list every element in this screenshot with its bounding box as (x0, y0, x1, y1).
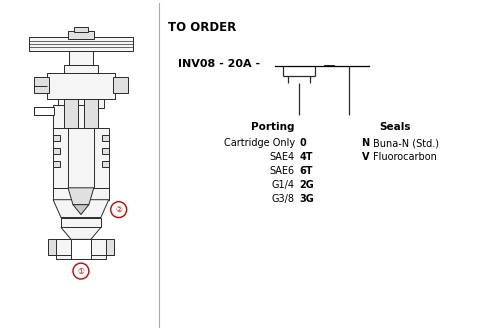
Text: G1/4: G1/4 (272, 180, 294, 190)
Bar (53, 128, 109, 188)
Bar (102, 148, 109, 154)
Text: 4T: 4T (300, 152, 313, 162)
Text: V: V (362, 152, 369, 162)
Text: Buna-N (Std.): Buna-N (Std.) (373, 138, 439, 148)
Bar (64, 99, 78, 128)
Bar (69, 51, 93, 65)
Bar (34, 77, 49, 93)
Text: INV08 - 20A -: INV08 - 20A - (178, 59, 261, 69)
Bar (53, 161, 60, 167)
Text: 6T: 6T (300, 166, 313, 176)
Text: ②: ② (115, 205, 122, 214)
Text: G3/8: G3/8 (272, 194, 294, 204)
Bar (53, 105, 89, 128)
Bar (58, 99, 104, 109)
Bar (53, 148, 60, 154)
Text: SAE4: SAE4 (270, 152, 294, 162)
Bar (64, 65, 98, 73)
Polygon shape (71, 239, 91, 259)
Text: SAE6: SAE6 (270, 166, 294, 176)
Bar (68, 31, 94, 39)
Bar (97, 239, 114, 255)
Bar (84, 99, 98, 128)
Bar (56, 239, 106, 259)
Text: 0: 0 (300, 138, 306, 148)
Bar (29, 37, 132, 51)
Text: TO ORDER: TO ORDER (168, 21, 237, 34)
Polygon shape (53, 188, 109, 200)
Text: 2G: 2G (300, 180, 315, 190)
Bar (102, 135, 109, 141)
Bar (34, 108, 54, 115)
Polygon shape (73, 205, 89, 214)
Bar (47, 73, 115, 99)
Bar (102, 161, 109, 167)
Text: Porting: Porting (251, 122, 294, 132)
Polygon shape (61, 227, 101, 239)
Bar (48, 239, 65, 255)
Text: Cartridge Only: Cartridge Only (224, 138, 294, 148)
Bar (113, 77, 128, 93)
Text: Seals: Seals (379, 122, 411, 132)
Polygon shape (68, 188, 94, 205)
Text: 3G: 3G (300, 194, 315, 204)
Polygon shape (61, 217, 101, 227)
Text: Fluorocarbon: Fluorocarbon (373, 152, 437, 162)
Text: ①: ① (77, 267, 84, 276)
Bar (53, 135, 60, 141)
Polygon shape (53, 200, 109, 217)
Text: N: N (361, 138, 369, 148)
Bar (74, 27, 88, 32)
